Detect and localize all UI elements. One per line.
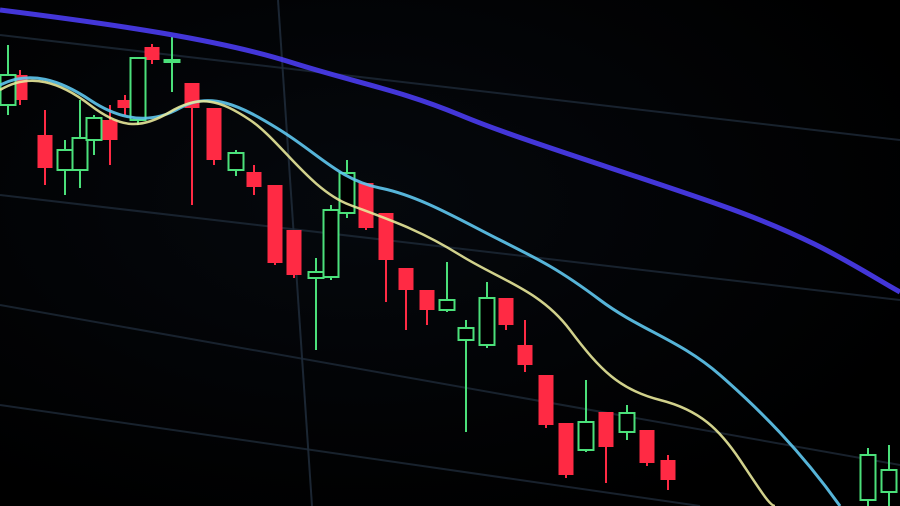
bearish-candle	[598, 412, 614, 483]
candle-body	[457, 327, 475, 341]
bearish-candle	[419, 290, 435, 325]
candle-body	[307, 271, 325, 279]
candle-body	[117, 100, 133, 108]
candle-body	[660, 460, 676, 480]
bearish-candle	[37, 110, 53, 185]
bearish-candle	[517, 320, 533, 372]
ma-mid-line	[0, 76, 842, 506]
candle-body	[398, 268, 414, 290]
bearish-candle	[102, 105, 118, 165]
moving-average-lines	[0, 7, 900, 506]
bullish-candle	[129, 57, 147, 125]
bearish-candle	[558, 423, 574, 478]
candle-body	[358, 183, 374, 228]
bullish-candle	[307, 258, 325, 350]
candle-body	[577, 421, 595, 451]
candle-body	[438, 299, 456, 311]
bearish-candle	[398, 268, 414, 330]
bullish-candle	[478, 282, 496, 348]
bearish-candle	[498, 298, 514, 330]
bearish-candle	[267, 185, 283, 265]
bearish-candle	[117, 95, 133, 115]
grid-line-horizontal	[0, 304, 900, 466]
bullish-candle	[71, 100, 89, 188]
bearish-candle	[144, 44, 160, 64]
bearish-candle	[378, 213, 394, 302]
bullish-candle	[338, 160, 356, 218]
candle-body	[267, 185, 283, 263]
bearish-candle	[358, 183, 374, 230]
candle-body	[163, 59, 181, 63]
candle-body	[56, 149, 74, 171]
candle-body	[144, 47, 160, 60]
candle-body	[129, 57, 147, 121]
candle-body	[37, 135, 53, 168]
candle-body	[378, 213, 394, 260]
bullish-candle	[322, 205, 340, 280]
candle-body	[419, 290, 435, 310]
candle-body	[639, 430, 655, 463]
candle-body	[478, 297, 496, 346]
candle-body	[322, 209, 340, 278]
bullish-candle	[577, 380, 595, 452]
candle-body	[286, 230, 302, 275]
ma-long-line	[0, 7, 900, 295]
candle-body	[598, 412, 614, 447]
candle-body	[859, 454, 877, 501]
candle-body	[880, 469, 898, 493]
candle-body	[206, 108, 222, 160]
bullish-candle	[859, 448, 877, 506]
candle-body	[246, 172, 262, 187]
bullish-candle	[880, 445, 898, 506]
candle-body	[618, 412, 636, 433]
bullish-candle	[438, 262, 456, 312]
candle-body	[498, 298, 514, 325]
candle-body	[517, 345, 533, 365]
candle-body	[85, 117, 103, 141]
bullish-candle	[56, 140, 74, 195]
candles	[0, 37, 898, 506]
bearish-candle	[286, 230, 302, 278]
ma-short-line	[0, 79, 776, 506]
bearish-candle	[538, 375, 554, 428]
bearish-candle	[639, 430, 655, 466]
grid-line-horizontal	[0, 404, 701, 506]
bullish-candle	[227, 150, 245, 176]
candle-body	[102, 120, 118, 140]
candle-body	[71, 137, 89, 171]
bearish-candle	[246, 165, 262, 195]
candle-body	[558, 423, 574, 475]
candle-body	[538, 375, 554, 425]
bearish-candle	[206, 108, 222, 165]
bullish-candle	[85, 115, 103, 155]
bearish-candle	[660, 455, 676, 490]
candle-body	[227, 152, 245, 171]
bullish-candle	[618, 405, 636, 440]
bullish-candle	[163, 37, 181, 92]
bullish-candle	[457, 320, 475, 432]
